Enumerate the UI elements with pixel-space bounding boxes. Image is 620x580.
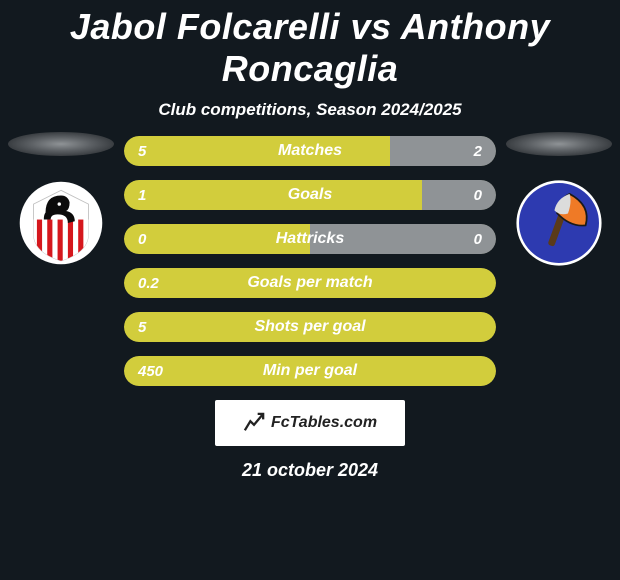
stat-row: 0.2Goals per match <box>124 268 496 298</box>
right-side <box>504 132 614 266</box>
stat-label: Matches <box>124 142 496 160</box>
stats-column: 52Matches 10Goals 00Hattricks 0.2Goals per … <box>124 132 496 386</box>
pedestal-right <box>506 132 612 156</box>
pedestal-left <box>8 132 114 156</box>
stat-row: 00Hattricks <box>124 224 496 254</box>
stat-label: Min per goal <box>124 362 496 380</box>
stat-label: Goals per match <box>124 274 496 292</box>
stat-label: Goals <box>124 186 496 204</box>
chart-icon <box>243 412 265 434</box>
comparison-panel: 52Matches 10Goals 00Hattricks 0.2Goals per … <box>0 132 620 386</box>
attribution-text: FcTables.com <box>271 414 377 432</box>
date-text: 21 october 2024 <box>0 460 620 481</box>
stat-label: Hattricks <box>124 230 496 248</box>
stat-row: 5Shots per goal <box>124 312 496 342</box>
left-side <box>6 132 116 266</box>
stat-row: 450Min per goal <box>124 356 496 386</box>
subtitle: Club competitions, Season 2024/2025 <box>0 100 620 120</box>
stat-row: 52Matches <box>124 136 496 166</box>
attribution-badge: FcTables.com <box>215 400 405 446</box>
stat-label: Shots per goal <box>124 318 496 336</box>
stat-row: 10Goals <box>124 180 496 210</box>
right-club-badge <box>516 180 602 266</box>
page-title: Jabol Folcarelli vs Anthony Roncaglia <box>0 0 620 90</box>
left-club-badge <box>18 180 104 266</box>
